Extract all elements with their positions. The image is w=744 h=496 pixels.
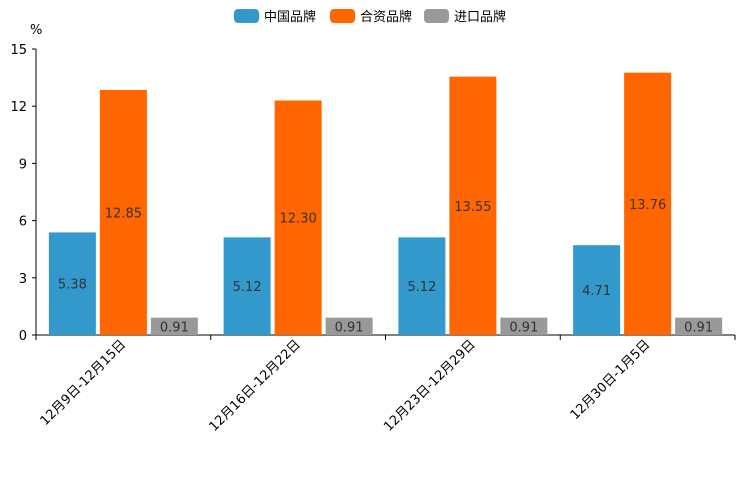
- bar: [449, 76, 497, 335]
- data-label: 12.30: [280, 212, 317, 227]
- data-label: 5.12: [233, 280, 262, 295]
- bar: [398, 237, 446, 335]
- bar: [500, 317, 548, 335]
- data-label: 0.91: [509, 320, 538, 335]
- legend-swatch: [234, 9, 259, 23]
- data-label: 0.91: [335, 320, 364, 335]
- data-label: 5.38: [58, 278, 87, 293]
- bar: [48, 232, 96, 335]
- data-label: 13.76: [629, 198, 666, 213]
- x-tick-label: 12月30日-1月5日: [568, 337, 654, 423]
- bar: [223, 237, 271, 335]
- data-label: 5.12: [407, 280, 436, 295]
- bar: [150, 317, 198, 335]
- y-axis: 0 3 6 9 12 15: [10, 43, 37, 344]
- y-tick-label: 0: [19, 329, 27, 344]
- legend-swatch: [330, 9, 355, 23]
- bar: [624, 72, 672, 335]
- y-tick-label: 6: [19, 215, 27, 230]
- bar: [675, 317, 723, 335]
- bars: [48, 72, 723, 335]
- x-tick-label: 12月16日-12月22日: [206, 337, 303, 434]
- x-axis: 12月9日-12月15日 12月16日-12月22日 12月23日-12月29日 12…: [35, 334, 736, 435]
- y-axis-unit-label: %: [30, 23, 42, 38]
- y-tick-label: 12: [10, 100, 27, 115]
- legend-label: 中国品牌: [264, 9, 316, 25]
- legend-label: 进口品牌: [454, 9, 506, 25]
- data-label: 13.55: [454, 200, 491, 215]
- bar: [99, 89, 147, 335]
- data-label: 4.71: [582, 284, 611, 299]
- y-tick-label: 3: [19, 272, 27, 287]
- data-label: 0.91: [684, 320, 713, 335]
- x-tick-label: 12月23日-12月29日: [381, 337, 478, 434]
- legend: 中国品牌 合资品牌 进口品牌: [234, 9, 506, 25]
- y-tick-label: 9: [19, 157, 27, 172]
- data-label: 0.91: [160, 320, 189, 335]
- y-tick-label: 15: [10, 43, 27, 58]
- bar: [274, 100, 322, 335]
- data-labels: 5.38 12.85 0.91 5.12 12.30 0.91 5.12 13.55 0.91 4…: [58, 198, 713, 336]
- legend-label: 合资品牌: [360, 9, 412, 25]
- data-label: 12.85: [105, 206, 142, 221]
- bar: [573, 245, 621, 335]
- x-tick-label: 12月9日-12月15日: [38, 337, 130, 429]
- bar: [325, 317, 373, 335]
- legend-swatch: [424, 9, 449, 23]
